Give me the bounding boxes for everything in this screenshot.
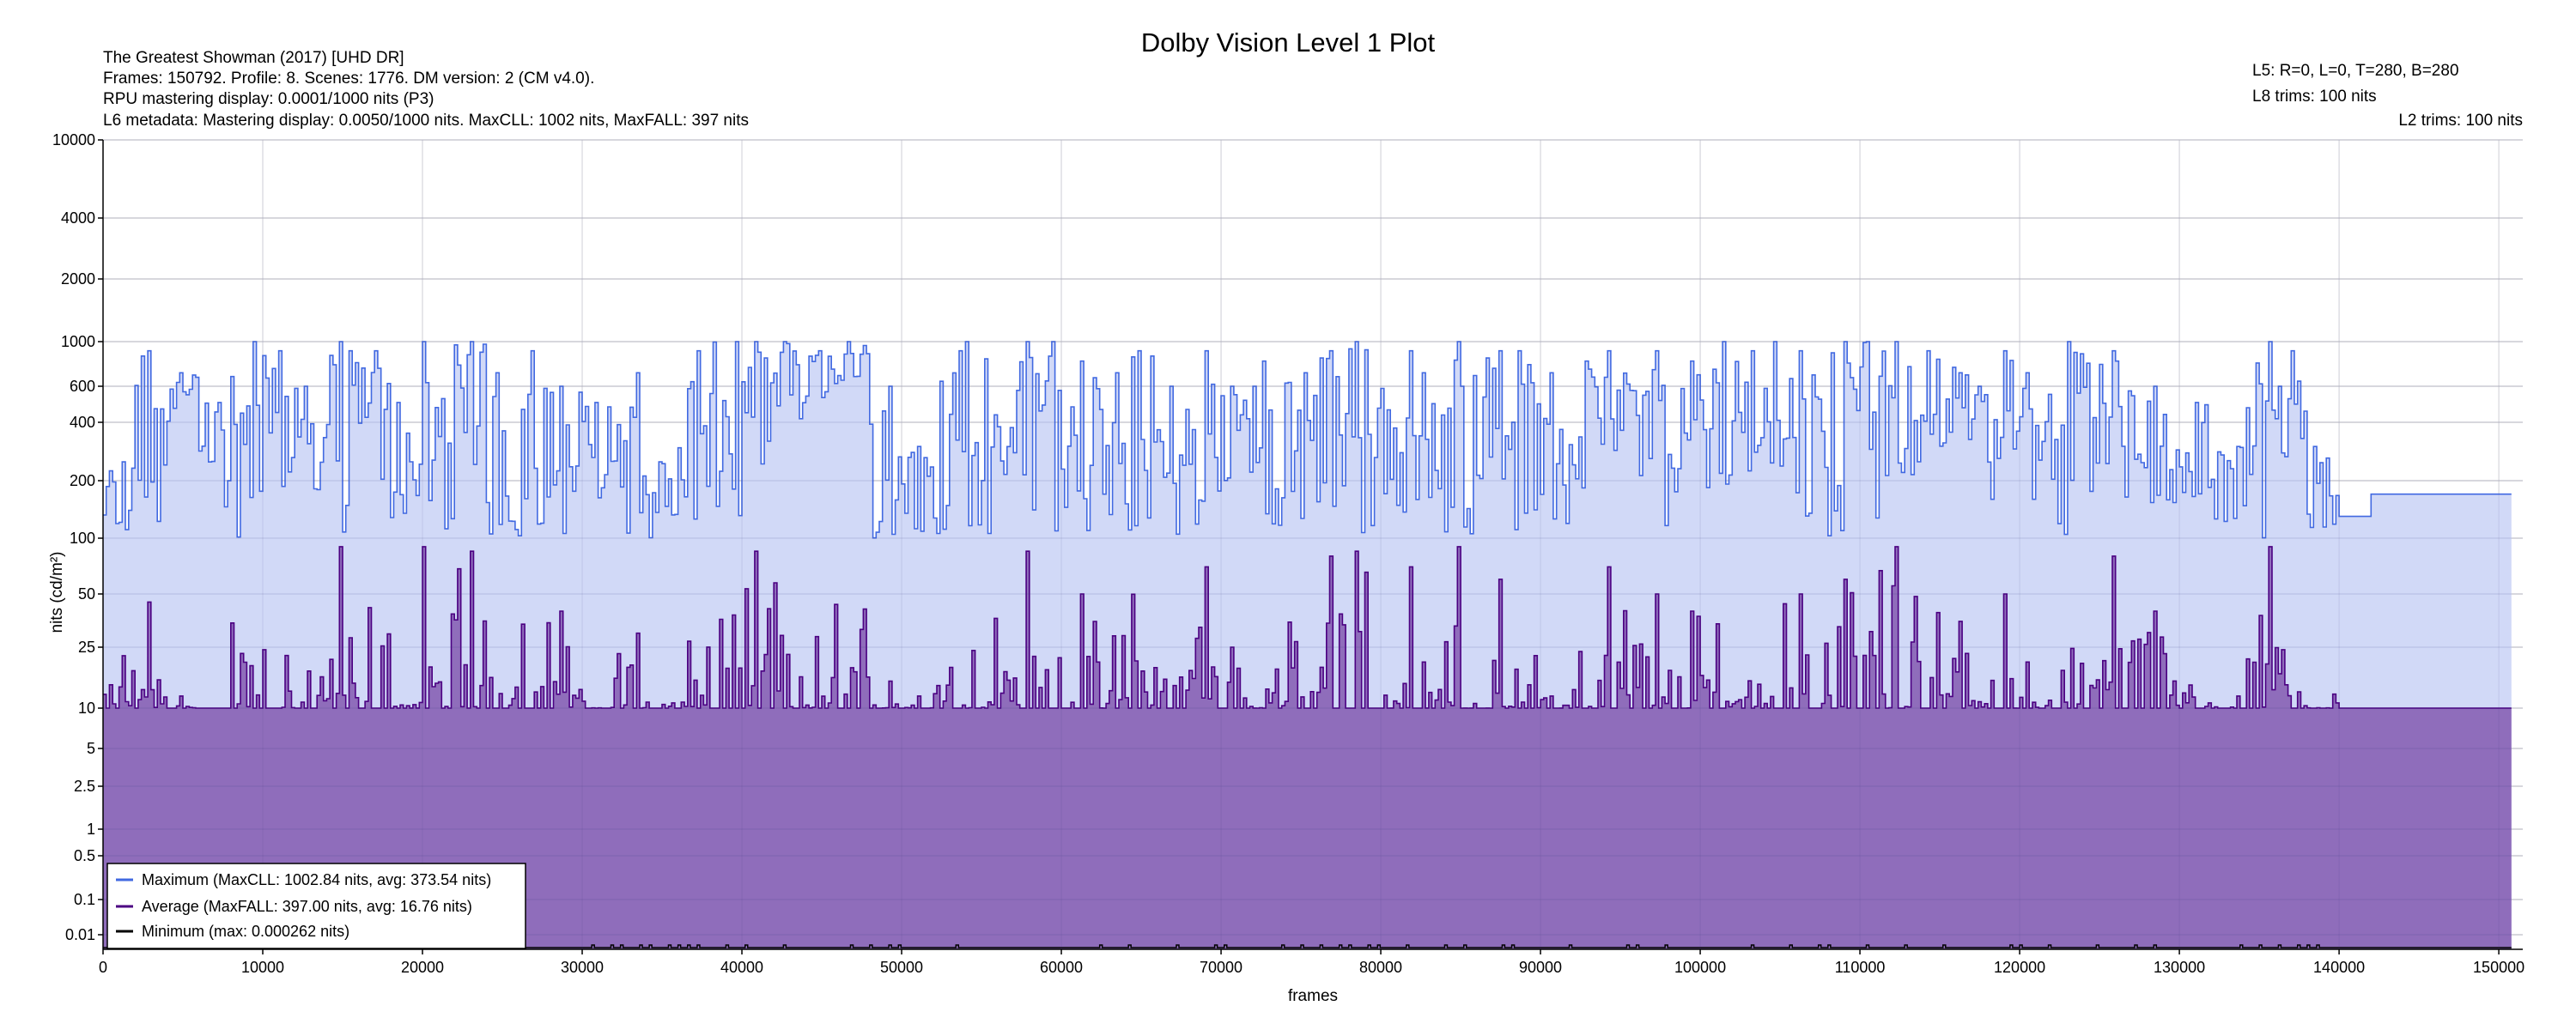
x-tick-label: 110000: [1835, 959, 1886, 976]
x-tick-label: 0: [99, 959, 107, 976]
legend-label-maximum: Maximum (MaxCLL: 1002.84 nits, avg: 373.…: [142, 871, 491, 888]
y-tick-label: 4000: [61, 209, 95, 227]
x-tick-label: 100000: [1674, 959, 1726, 976]
x-tick-label: 90000: [1519, 959, 1562, 976]
axes: 1000040002000100060040020010050251052.51…: [52, 131, 2524, 976]
x-tick-label: 130000: [2154, 959, 2205, 976]
x-tick-label: 80000: [1359, 959, 1402, 976]
x-axis-label: frames: [1288, 987, 1338, 1005]
legend-box: [106, 863, 526, 949]
chart-title: Dolby Vision Level 1 Plot: [1141, 27, 1436, 58]
info-line-title: The Greatest Showman (2017) [UHD DR]: [103, 49, 404, 67]
info-line-rpu: RPU mastering display: 0.0001/1000 nits …: [103, 90, 434, 108]
y-tick-label: 10000: [52, 131, 95, 148]
info-left: The Greatest Showman (2017) [UHD DR] Fra…: [103, 49, 749, 130]
info-line-frames: Frames: 150792. Profile: 8. Scenes: 1776…: [103, 70, 594, 88]
y-tick-label: 1000: [61, 333, 95, 350]
info-line-l8: L8 trims: 100 nits: [2252, 88, 2377, 106]
y-tick-label: 600: [70, 378, 95, 395]
x-tick-label: 30000: [561, 959, 604, 976]
maximum-line: [103, 341, 2512, 539]
x-tick-label: 50000: [880, 959, 923, 976]
x-tick-label: 70000: [1200, 959, 1242, 976]
y-tick-label: 0.5: [74, 847, 95, 864]
legend-label-minimum: Minimum (max: 0.000262 nits): [142, 923, 349, 940]
y-tick-label: 25: [78, 639, 95, 656]
y-tick-label: 2000: [61, 270, 95, 288]
average-line: [103, 546, 2512, 709]
info-line-l6: L6 metadata: Mastering display: 0.0050/1…: [103, 112, 749, 130]
legend: Maximum (MaxCLL: 1002.84 nits, avg: 373.…: [106, 863, 526, 949]
x-tick-label: 150000: [2473, 959, 2524, 976]
info-line-l2: L2 trims: 100 nits: [2398, 112, 2523, 130]
y-tick-label: 10: [78, 700, 95, 717]
y-tick-label: 0.01: [65, 926, 95, 943]
x-tick-label: 40000: [720, 959, 763, 976]
x-tick-label: 60000: [1040, 959, 1083, 976]
y-axis-label: nits (cd/m²): [48, 552, 66, 633]
info-line-l5: L5: R=0, L=0, T=280, B=280: [2252, 62, 2459, 80]
y-tick-label: 5: [87, 740, 95, 757]
x-tick-label: 20000: [401, 959, 444, 976]
y-tick-label: 2.5: [74, 778, 95, 795]
series-layer: [103, 341, 2512, 949]
x-tick-label: 120000: [1994, 959, 2045, 976]
info-right: L5: R=0, L=0, T=280, B=280 L8 trims: 100…: [2252, 62, 2523, 130]
legend-label-average: Average (MaxFALL: 397.00 nits, avg: 16.7…: [142, 898, 472, 915]
y-tick-label: 50: [78, 585, 95, 603]
x-tick-label: 10000: [241, 959, 284, 976]
x-tick-label: 140000: [2313, 959, 2365, 976]
average-area: [103, 546, 2512, 949]
y-tick-label: 400: [70, 414, 95, 431]
y-tick-label: 0.1: [74, 891, 95, 908]
y-tick-label: 100: [70, 530, 95, 547]
y-tick-label: 200: [70, 472, 95, 489]
y-tick-label: 1: [87, 821, 95, 838]
